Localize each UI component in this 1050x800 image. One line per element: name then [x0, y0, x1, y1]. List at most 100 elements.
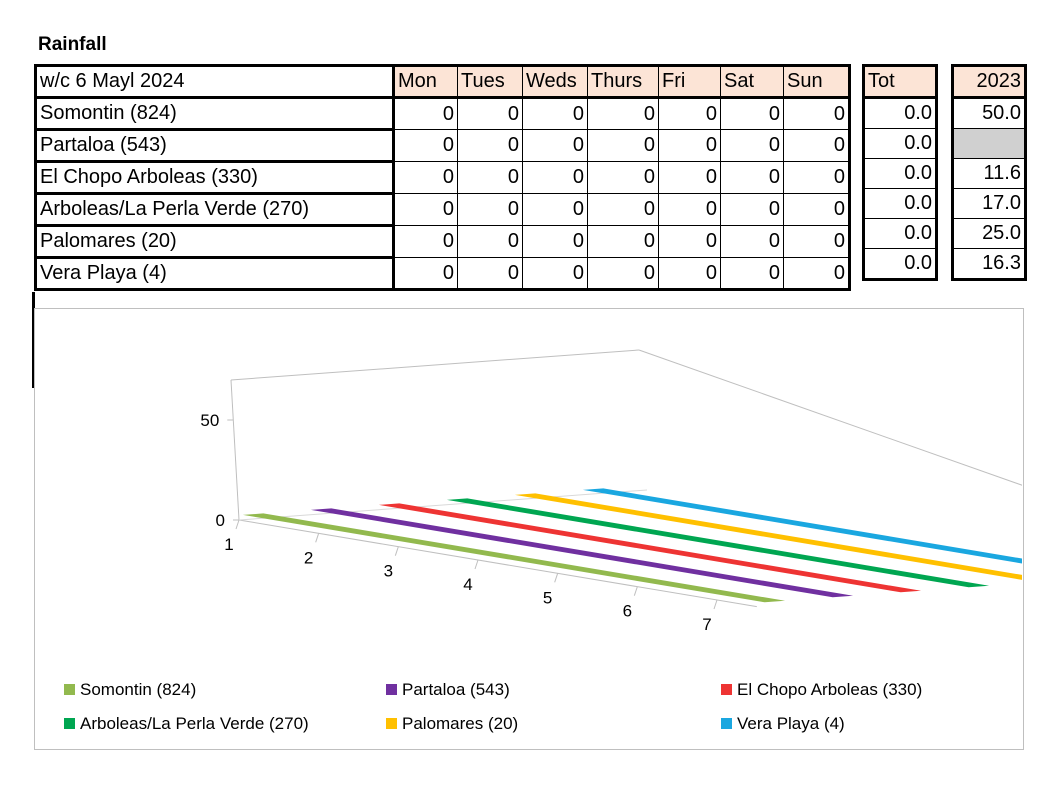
rain-cell: 0	[720, 97, 784, 130]
header-weds: Weds	[522, 64, 588, 99]
prev-year-cell: 50.0	[951, 97, 1027, 129]
rain-cell: 0	[720, 161, 784, 194]
rain-cell: 0	[783, 257, 851, 291]
legend-label: El Chopo Arboleas (330)	[737, 680, 922, 699]
rain-cell: 0	[522, 225, 588, 258]
prev-year-header: 2023	[951, 64, 1027, 99]
rain-cell: 0	[392, 257, 458, 291]
total-cell: 0.0	[862, 128, 938, 159]
total-cell: 0.0	[862, 188, 938, 219]
total-header: Tot	[862, 64, 938, 99]
x-tick-label: 2	[304, 548, 313, 567]
y-tick-label: 50	[200, 411, 219, 430]
header-fri: Fri	[658, 64, 721, 99]
table-row: El Chopo Arboleas (330) 0 0 0 0 0 0 0	[34, 160, 851, 195]
x-tick-label: 5	[543, 588, 552, 607]
total-cell: 0.0	[862, 158, 938, 189]
station-name: Palomares (20)	[34, 224, 395, 259]
table-row: Palomares (20) 0 0 0 0 0 0 0	[34, 224, 851, 259]
table-row: Arboleas/La Perla Verde (270) 0 0 0 0 0 0 0	[34, 192, 851, 227]
rain-cell: 0	[587, 257, 659, 291]
rain-cell: 0	[658, 257, 721, 291]
y-axis-line	[230, 379, 240, 521]
week-label: w/c 6 Mayl 2024	[34, 64, 395, 99]
rain-cell: 0	[658, 161, 721, 194]
x-tick-label: 6	[623, 602, 632, 621]
station-name: El Chopo Arboleas (330)	[34, 160, 395, 195]
x-tick	[713, 599, 718, 610]
x-tick	[474, 559, 479, 570]
rain-cell: 0	[720, 257, 784, 291]
series-ribbon	[378, 503, 922, 593]
legend-swatch	[64, 684, 75, 695]
rain-cell: 0	[783, 129, 851, 162]
rain-cell: 0	[783, 193, 851, 226]
series-ribbon	[310, 508, 854, 598]
rain-cell: 0	[457, 225, 523, 258]
header-mon: Mon	[392, 64, 458, 99]
rainfall-table: w/c 6 Mayl 2024 Mon Tues Weds Thurs Fri …	[34, 64, 851, 291]
x-tick	[633, 586, 638, 596]
prev-year-cell: 25.0	[951, 218, 1027, 249]
rain-cell: 0	[658, 193, 721, 226]
x-tick	[235, 519, 240, 530]
rain-cell: 0	[457, 257, 523, 291]
x-tick-label: 1	[224, 535, 233, 554]
legend-label: Palomares (20)	[402, 714, 518, 733]
legend-swatch	[721, 718, 732, 729]
rain-cell: 0	[587, 193, 659, 226]
legend-label: Somontin (824)	[80, 680, 196, 699]
rain-cell: 0	[392, 225, 458, 258]
rain-cell: 0	[720, 193, 784, 226]
rain-cell: 0	[587, 225, 659, 258]
total-cell: 0.0	[862, 97, 938, 129]
series-ribbon	[446, 498, 990, 588]
x-tick	[554, 573, 559, 583]
legend-label: Vera Playa (4)	[737, 714, 845, 733]
prev-year-cell	[951, 128, 1027, 159]
rain-cell: 0	[587, 129, 659, 162]
series-ribbon	[582, 488, 1022, 564]
rain-cell: 0	[392, 161, 458, 194]
rain-cell: 0	[783, 97, 851, 130]
total-table: Tot 0.0 0.0 0.0 0.0 0.0 0.0	[862, 64, 938, 281]
station-name: Somontin (824)	[34, 96, 395, 131]
x-axis-line	[238, 519, 757, 608]
x-tick	[315, 533, 320, 543]
rain-cell: 0	[457, 193, 523, 226]
x-tick-label: 7	[702, 615, 711, 634]
total-cell: 0.0	[862, 218, 938, 249]
rain-cell: 0	[587, 161, 659, 194]
rain-cell: 0	[587, 97, 659, 130]
floor-left-edge	[238, 489, 648, 521]
table-left-rule	[32, 292, 35, 388]
rain-cell: 0	[522, 161, 588, 194]
rain-cell: 0	[522, 97, 588, 130]
legend-swatch	[386, 684, 397, 695]
legend-label: Partaloa (543)	[402, 680, 510, 699]
rain-cell: 0	[457, 97, 523, 130]
back-wall-right-edge	[638, 349, 1022, 486]
rain-cell: 0	[457, 129, 523, 162]
header-sat: Sat	[720, 64, 784, 99]
header-tues: Tues	[457, 64, 523, 99]
table-header-row: w/c 6 Mayl 2024 Mon Tues Weds Thurs Fri …	[34, 64, 851, 99]
header-thurs: Thurs	[587, 64, 659, 99]
page-title: Rainfall	[38, 34, 107, 55]
series-ribbon	[514, 493, 1022, 580]
station-name: Vera Playa (4)	[34, 256, 395, 291]
rain-cell: 0	[658, 129, 721, 162]
prev-year-cell: 17.0	[951, 188, 1027, 219]
prev-year-cell: 11.6	[951, 158, 1027, 189]
legend-swatch	[386, 718, 397, 729]
table-row: Somontin (824) 0 0 0 0 0 0 0	[34, 96, 851, 131]
header-sun: Sun	[783, 64, 851, 99]
rain-cell: 0	[720, 225, 784, 258]
legend-label: Arboleas/La Perla Verde (270)	[80, 714, 309, 733]
rain-cell: 0	[783, 225, 851, 258]
x-tick-label: 3	[384, 562, 393, 581]
rain-cell: 0	[392, 129, 458, 162]
prev-year-cell: 16.3	[951, 248, 1027, 281]
y-tick-label: 0	[216, 511, 225, 530]
rain-cell: 0	[658, 225, 721, 258]
